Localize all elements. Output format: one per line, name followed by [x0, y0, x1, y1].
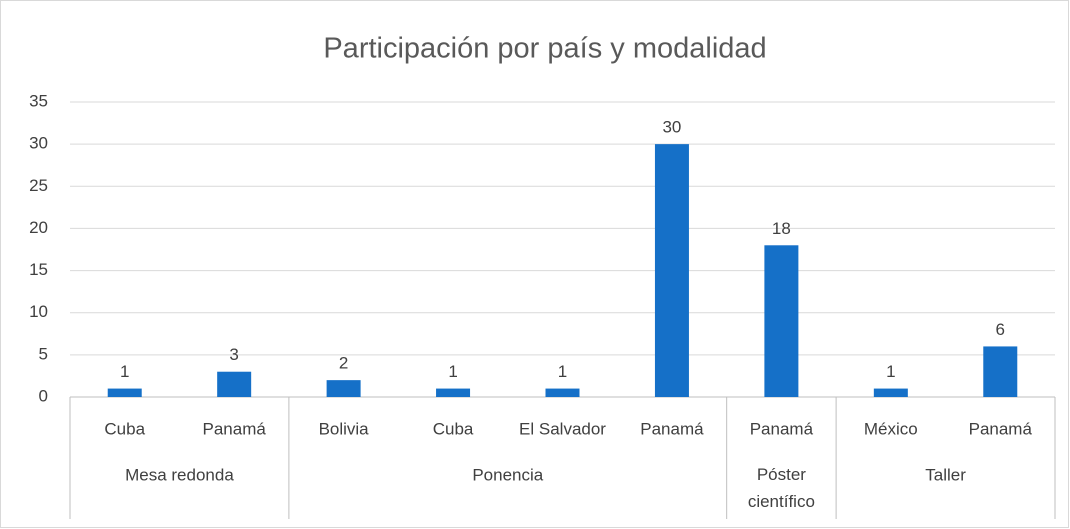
data-label: 2	[339, 354, 348, 373]
y-tick-label: 5	[39, 344, 48, 363]
bar	[764, 245, 799, 397]
bar	[983, 346, 1018, 397]
x-tick-label: Bolivia	[319, 419, 370, 438]
x-tick-label: Cuba	[104, 419, 145, 438]
bar	[545, 388, 580, 397]
x-tick-label: El Salvador	[519, 419, 606, 438]
x-tick-label: México	[864, 419, 918, 438]
bar	[436, 388, 471, 397]
y-tick-label: 35	[29, 91, 48, 110]
group-label: Póster científico	[748, 465, 815, 511]
bar	[654, 144, 689, 397]
x-tick-label: Panamá	[750, 419, 814, 438]
group-label: Mesa redonda	[125, 465, 234, 484]
data-label: 1	[448, 362, 457, 381]
x-tick-label: Panamá	[640, 419, 704, 438]
x-tick-label: Cuba	[433, 419, 474, 438]
bar	[873, 388, 908, 397]
bar	[217, 371, 252, 397]
data-label: 1	[886, 362, 895, 381]
data-label: 30	[662, 118, 681, 137]
data-label: 3	[229, 345, 238, 364]
y-tick-label: 0	[39, 386, 48, 405]
x-tick-label: Panamá	[203, 419, 267, 438]
y-tick-label: 30	[29, 134, 48, 153]
group-label: Taller	[925, 465, 966, 484]
data-label: 6	[996, 320, 1005, 339]
x-tick-label: Panamá	[969, 419, 1033, 438]
y-tick-label: 20	[29, 218, 48, 237]
y-tick-label: 10	[29, 302, 48, 321]
y-tick-label: 15	[29, 260, 48, 279]
chart-title: Participación por país y modalidad	[323, 33, 766, 65]
data-label: 1	[120, 362, 129, 381]
bar	[107, 388, 142, 397]
group-label: Ponencia	[472, 465, 543, 484]
data-label: 18	[772, 219, 791, 238]
data-label: 1	[558, 362, 567, 381]
y-tick-label: 25	[29, 176, 48, 195]
bar	[326, 380, 361, 397]
